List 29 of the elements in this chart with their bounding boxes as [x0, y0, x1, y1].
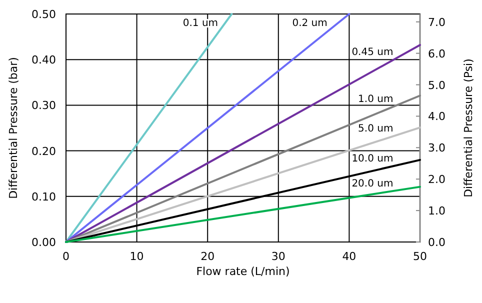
series-label: 5.0 um: [358, 124, 394, 135]
y2-tick-label: 3.0: [428, 142, 446, 155]
y2-tick-label: 1.0: [428, 204, 446, 218]
y2-tick-label: 5.0: [428, 78, 446, 92]
y-axis-title: Differential Pressure (bar): [7, 57, 20, 199]
x-axis-title: Flow rate (L/min): [196, 265, 290, 278]
y-tick-label: 0.40: [32, 54, 56, 67]
x-tick-label: 10: [130, 250, 144, 263]
x-tick-label: 30: [271, 250, 286, 263]
series-label: 20.0 um: [352, 178, 394, 190]
y-tick-label: 0.30: [32, 99, 56, 112]
y-tick-label: 0.50: [32, 8, 56, 21]
series-label: 0.2 um: [292, 18, 328, 29]
y2-tick-label: 0.0: [428, 236, 446, 249]
y-tick-label: 0.20: [32, 144, 56, 158]
y2-tick-label: 7.0: [428, 16, 446, 29]
y2-tick-label: 4.0: [428, 110, 446, 124]
y2-tick-label: 6.0: [428, 47, 446, 60]
x-tick-label: 0: [62, 250, 70, 263]
series-label: 10.0 um: [352, 154, 394, 165]
x-tick-label: 40: [342, 250, 356, 263]
y2-tick-label: 2.0: [428, 173, 446, 186]
y-tick-label: 0.10: [32, 190, 56, 204]
y-tick-label: 0.00: [32, 236, 56, 249]
y2-axis-title: Differential Pressure (Psi): [462, 58, 475, 198]
x-tick-label: 50: [413, 250, 427, 263]
series-label: 0.45 um: [352, 46, 394, 58]
x-tick-label: 20: [200, 250, 215, 263]
series-label: 1.0 um: [358, 94, 394, 105]
